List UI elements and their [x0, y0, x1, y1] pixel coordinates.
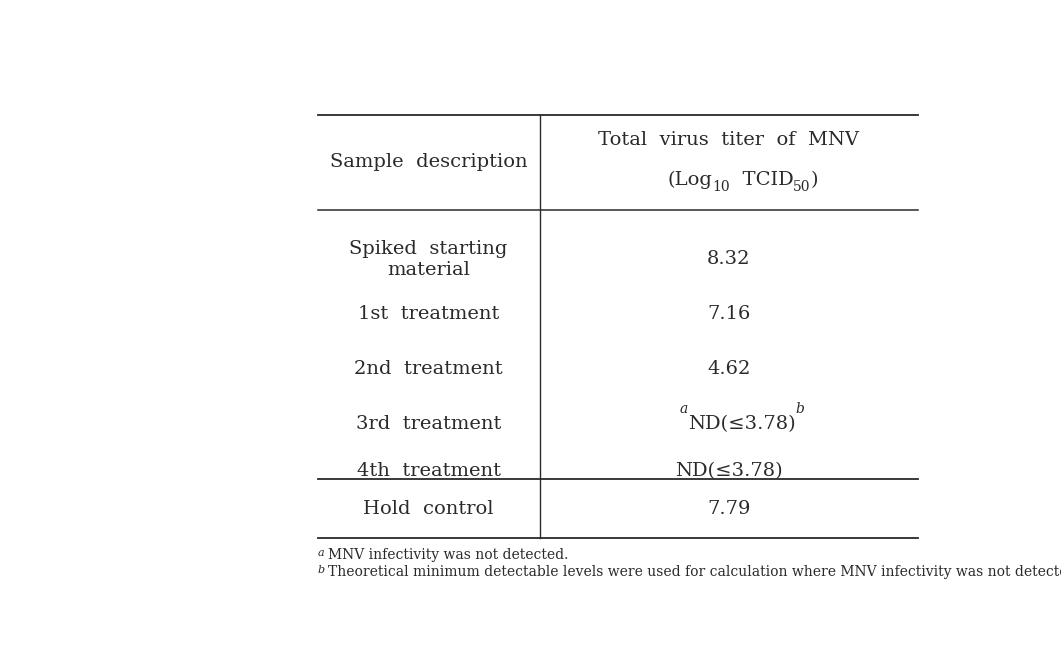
Text: MNV infectivity was not detected.: MNV infectivity was not detected. — [328, 549, 569, 562]
Text: 50: 50 — [794, 180, 811, 193]
Text: b: b — [796, 402, 804, 416]
Text: Hold  control: Hold control — [364, 499, 493, 518]
Text: a: a — [317, 549, 325, 558]
Text: 7.16: 7.16 — [707, 305, 750, 324]
Text: Spiked  starting
material: Spiked starting material — [349, 240, 508, 279]
Text: 4th  treatment: 4th treatment — [356, 462, 501, 480]
Text: ND(≤3.78): ND(≤3.78) — [688, 415, 796, 433]
Text: 7.79: 7.79 — [707, 499, 750, 518]
Text: TCID: TCID — [730, 171, 794, 189]
Text: Total  virus  titer  of  MNV: Total virus titer of MNV — [598, 131, 859, 149]
Text: ND(≤3.78): ND(≤3.78) — [675, 462, 783, 480]
Text: 8.32: 8.32 — [707, 250, 750, 269]
Text: (Log: (Log — [667, 171, 712, 189]
Text: 4.62: 4.62 — [707, 360, 750, 378]
Text: b: b — [317, 565, 325, 575]
Text: Sample  description: Sample description — [330, 153, 527, 171]
Text: a: a — [679, 402, 688, 416]
Text: Theoretical minimum detectable levels were used for calculation where MNV infect: Theoretical minimum detectable levels we… — [328, 565, 1061, 579]
Text: 2nd  treatment: 2nd treatment — [354, 360, 503, 378]
Text: 1st  treatment: 1st treatment — [358, 305, 500, 324]
Text: 3rd  treatment: 3rd treatment — [355, 415, 502, 433]
Text: ): ) — [811, 171, 818, 189]
Text: 10: 10 — [712, 180, 730, 193]
